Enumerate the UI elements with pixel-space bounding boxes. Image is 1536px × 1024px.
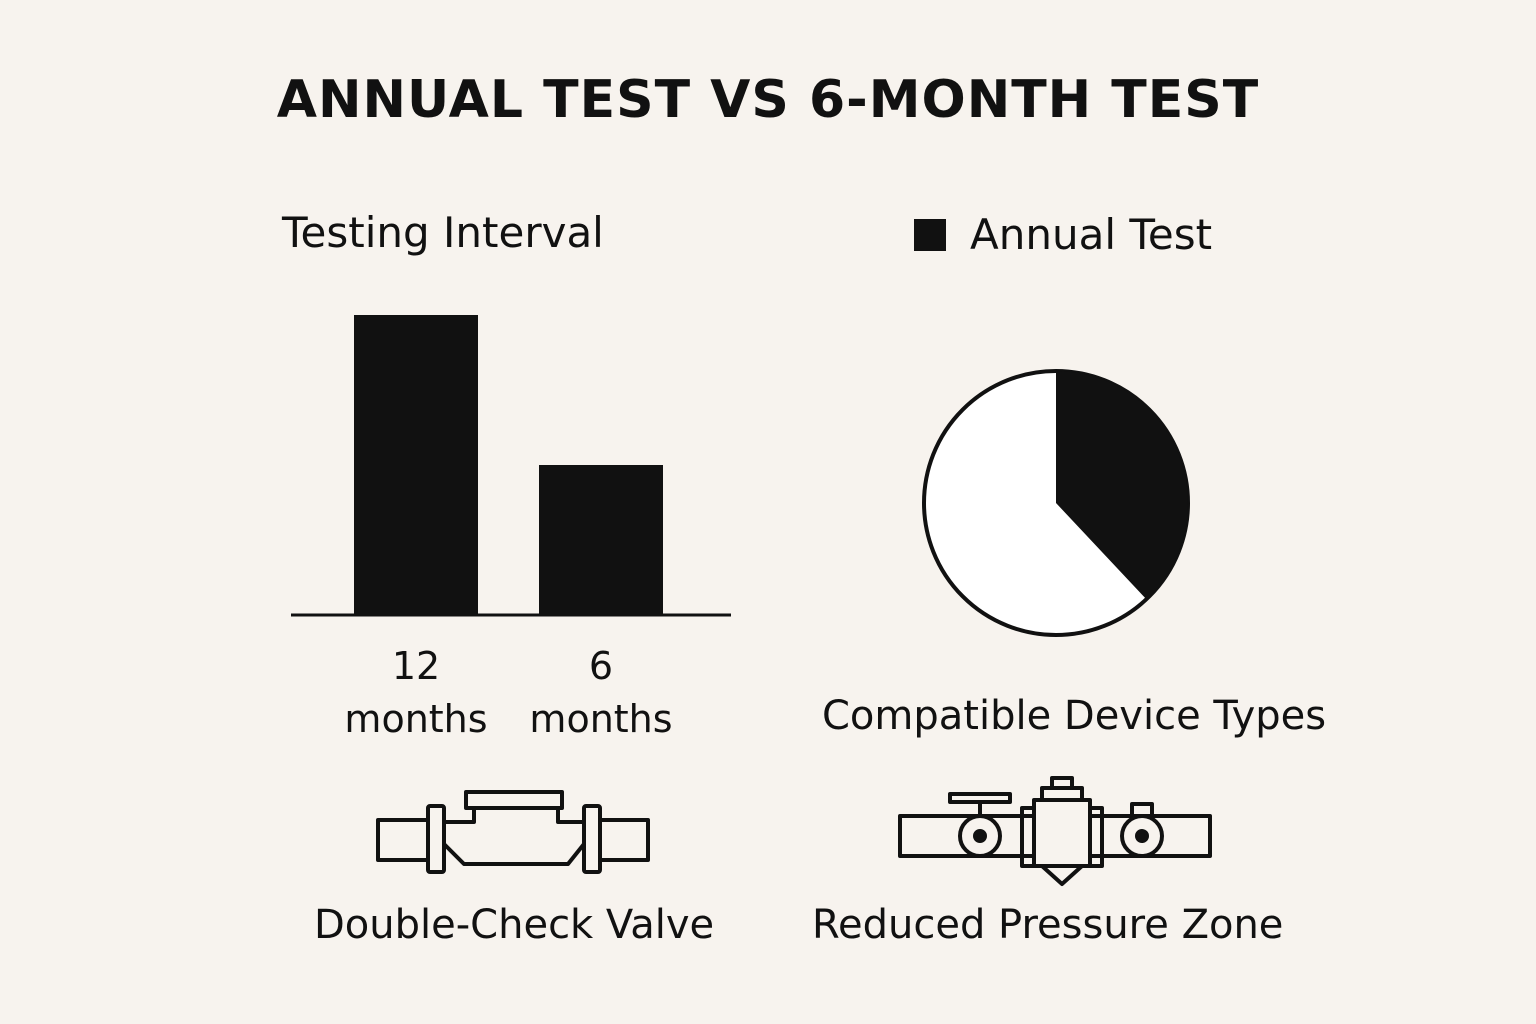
x-tick-label-0-1: months <box>344 697 487 741</box>
pie-legend: Annual Test <box>914 210 1212 259</box>
x-tick-label-0-0: 12 <box>392 644 440 688</box>
bar-12-months <box>354 315 478 615</box>
x-tick-label-1-1: months <box>529 697 672 741</box>
double-check-valve-icon <box>376 790 650 874</box>
reduced-pressure-zone-icon <box>898 776 1212 886</box>
pie-chart-title: Compatible Device Types <box>822 693 1327 739</box>
bar-chart-title: Testing Interval <box>282 208 604 257</box>
device-label-reduced-pressure-zone: Reduced Pressure Zone <box>812 902 1284 948</box>
pie-slice-annual-test <box>1056 371 1189 600</box>
legend-label-annual-test: Annual Test <box>970 210 1213 259</box>
x-tick-label-1-0: 6 <box>589 644 613 688</box>
legend-swatch-annual-test <box>914 218 946 251</box>
bar-6-months <box>539 465 663 615</box>
page-title: ANNUAL TEST VS 6-MONTH TEST <box>276 70 1260 130</box>
device-label-double-check-valve: Double-Check Valve <box>314 902 715 948</box>
